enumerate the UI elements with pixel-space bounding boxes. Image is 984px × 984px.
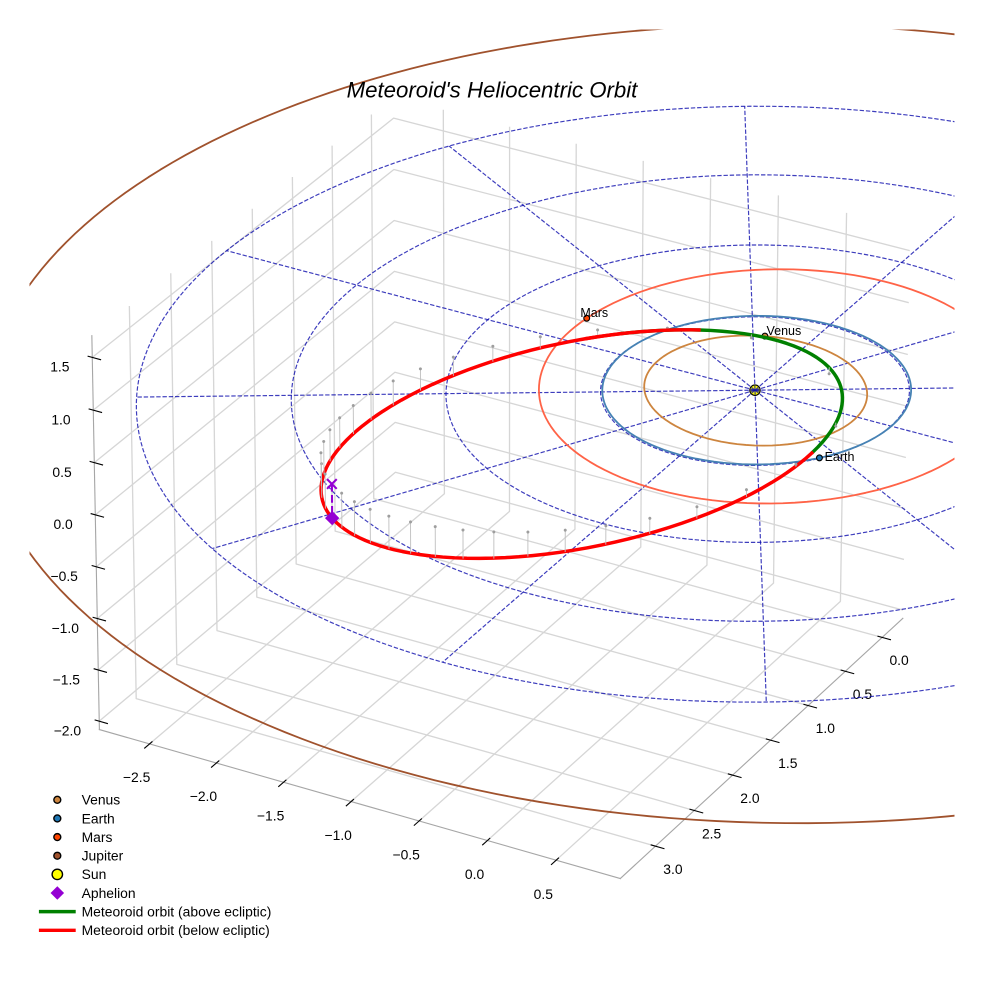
svg-text:Venus: Venus	[767, 324, 802, 338]
svg-text:2.5: 2.5	[702, 825, 722, 841]
svg-text:1.5: 1.5	[50, 359, 70, 375]
svg-text:−1.5: −1.5	[257, 807, 285, 823]
svg-text:0.0: 0.0	[889, 652, 909, 668]
svg-text:2.0: 2.0	[740, 790, 760, 806]
svg-text:−0.5: −0.5	[392, 846, 420, 862]
svg-text:3.0: 3.0	[663, 861, 683, 877]
svg-text:0.5: 0.5	[52, 464, 72, 480]
svg-text:0.5: 0.5	[853, 686, 873, 702]
svg-text:Meteoroid orbit (above eclipti: Meteoroid orbit (above ecliptic)	[82, 904, 272, 920]
svg-text:Mars: Mars	[82, 829, 113, 845]
svg-text:1.0: 1.0	[816, 720, 836, 736]
svg-text:−2.0: −2.0	[190, 788, 218, 804]
svg-text:−2.5: −2.5	[123, 769, 151, 785]
svg-text:1.0: 1.0	[51, 411, 71, 427]
svg-text:0.0: 0.0	[53, 516, 73, 532]
svg-text:Aphelion: Aphelion	[82, 885, 136, 901]
svg-text:Earth: Earth	[825, 450, 855, 464]
svg-text:−1.0: −1.0	[52, 620, 80, 636]
svg-text:−0.5: −0.5	[51, 568, 79, 584]
svg-text:Sun: Sun	[82, 866, 107, 882]
svg-text:−1.5: −1.5	[53, 671, 81, 687]
svg-text:Meteoroid orbit (below eclipti: Meteoroid orbit (below ecliptic)	[82, 922, 270, 938]
svg-text:1.5: 1.5	[778, 755, 798, 771]
svg-text:0.5: 0.5	[534, 886, 554, 902]
svg-text:Meteoroid's Heliocentric Orbit: Meteoroid's Heliocentric Orbit	[347, 77, 639, 102]
svg-text:−1.0: −1.0	[325, 827, 353, 843]
svg-text:Jupiter: Jupiter	[82, 848, 124, 864]
svg-text:−2.0: −2.0	[54, 723, 82, 739]
svg-text:Mars: Mars	[580, 306, 608, 320]
svg-text:Venus: Venus	[82, 792, 121, 808]
svg-text:Earth: Earth	[82, 810, 115, 826]
svg-text:0.0: 0.0	[465, 866, 485, 882]
